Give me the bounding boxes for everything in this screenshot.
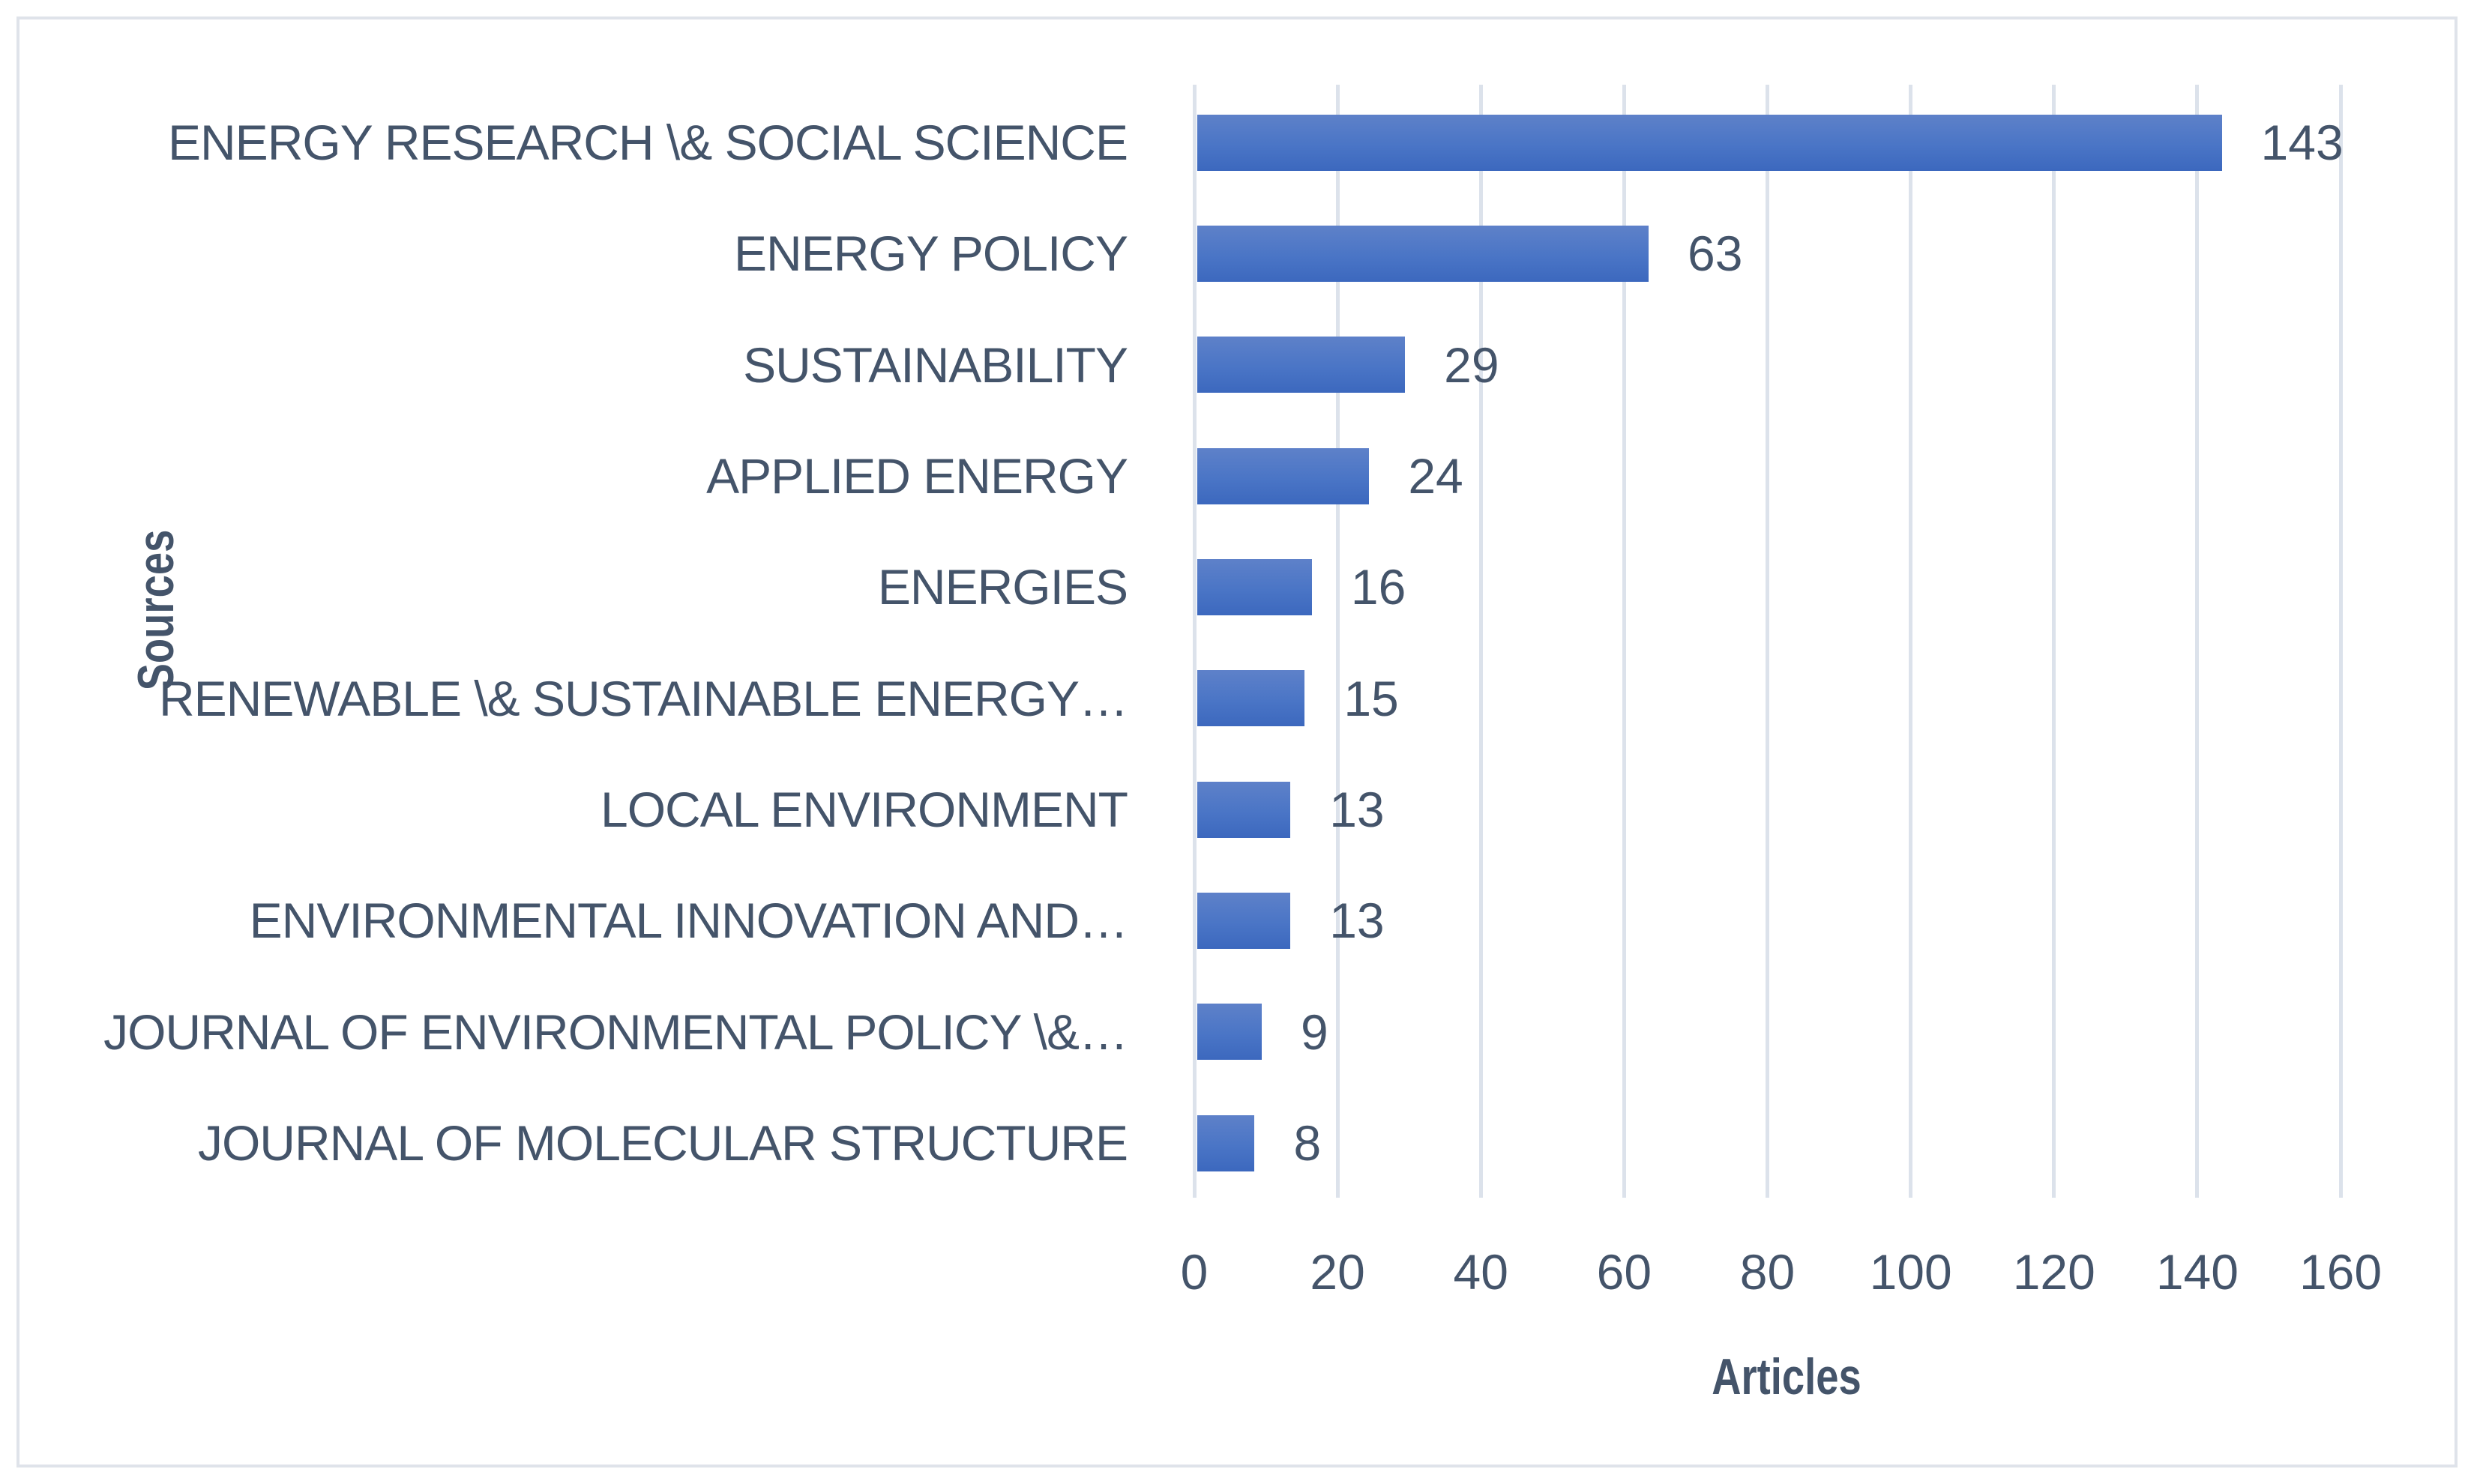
category-label: SUSTAINABILITY	[743, 337, 1128, 393]
category-label: ENERGIES	[877, 559, 1128, 615]
category-label: JOURNAL OF MOLECULAR STRUCTURE	[197, 1115, 1128, 1171]
value-label: 24	[1408, 448, 1463, 504]
bar	[1197, 447, 1370, 504]
bar	[1197, 225, 1649, 282]
value-label: 143	[2260, 115, 2344, 170]
gridline-x-60	[1622, 85, 1626, 1198]
gridline-x-0	[1192, 85, 1197, 1198]
bar	[1197, 558, 1312, 615]
gridline-x-140	[2195, 85, 2200, 1198]
value-label: 13	[1329, 893, 1385, 949]
gridline-x-100	[1909, 85, 1913, 1198]
chart-frame-border: 143 63 29 24 16 15 13 13 9 8 ENERGY RESEARCH \& S…	[16, 16, 2458, 1468]
x-tick-label-100: 100	[1869, 1244, 1952, 1300]
bar	[1197, 1004, 1262, 1061]
value-label: 63	[1688, 226, 1743, 282]
category-label: JOURNAL OF ENVIRONMENTAL POLICY \&…	[103, 1004, 1128, 1060]
category-label: RENEWABLE \& SUSTAINABLE ENERGY…	[159, 670, 1128, 726]
x-tick-label-160: 160	[2299, 1244, 2383, 1300]
x-tick-label-140: 140	[2155, 1244, 2239, 1300]
bar	[1197, 1114, 1255, 1171]
value-label: 29	[1444, 337, 1499, 393]
category-label: ENERGY RESEARCH \& SOCIAL SCIENCE	[167, 115, 1128, 170]
gridline-x-80	[1766, 85, 1769, 1198]
gridline-x-20	[1335, 85, 1340, 1198]
x-tick-label-120: 120	[2012, 1244, 2095, 1300]
value-label: 9	[1301, 1004, 1328, 1060]
bar	[1197, 337, 1406, 393]
value-label: 8	[1293, 1115, 1322, 1171]
x-tick-label-80: 80	[1739, 1244, 1796, 1300]
gridline-x-40	[1478, 85, 1483, 1198]
bar	[1197, 892, 1291, 949]
gridline-x-120	[2052, 85, 2056, 1198]
x-tick-label-60: 60	[1596, 1244, 1652, 1300]
category-label: LOCAL ENVIRONMENT	[600, 782, 1128, 838]
bar	[1197, 781, 1291, 838]
value-label: 13	[1329, 782, 1385, 838]
bar	[1197, 114, 2222, 171]
x-tick-label-40: 40	[1453, 1244, 1508, 1300]
x-axis-title: Articles	[1712, 1348, 1861, 1405]
category-label: ENERGY POLICY	[734, 226, 1128, 282]
y-axis-title: Sources	[127, 529, 184, 691]
value-label: 16	[1350, 559, 1406, 615]
gridline-x-160	[2338, 85, 2343, 1198]
value-label: 15	[1343, 670, 1399, 726]
category-label: APPLIED ENERGY	[706, 448, 1128, 504]
x-tick-label-0: 0	[1180, 1244, 1209, 1300]
bar	[1197, 670, 1305, 727]
x-tick-label-20: 20	[1310, 1244, 1365, 1300]
category-label: ENVIRONMENTAL INNOVATION AND…	[249, 893, 1128, 949]
